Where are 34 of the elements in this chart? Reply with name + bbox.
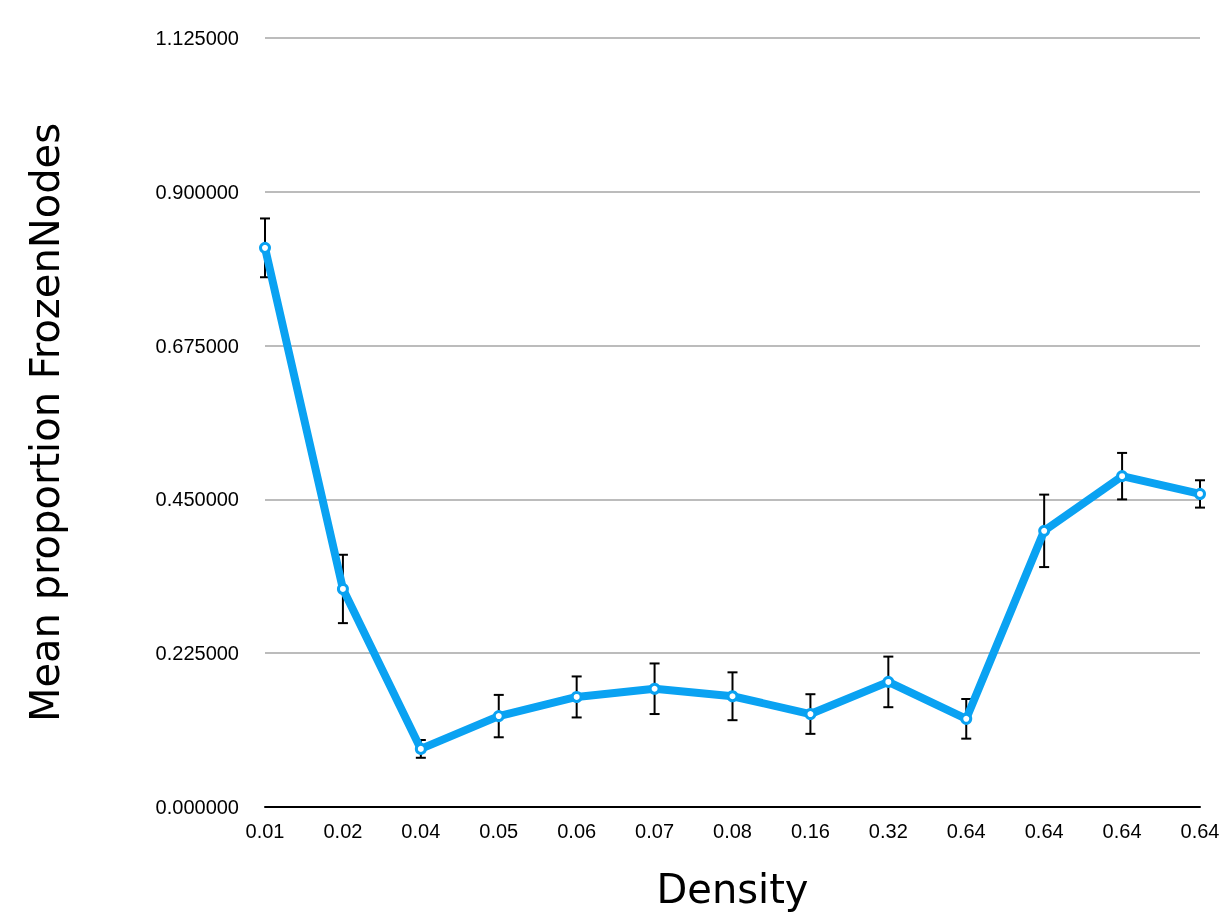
x-tick-label: 0.64 — [1102, 820, 1142, 842]
x-tick-label: 0.16 — [790, 820, 830, 842]
point — [960, 712, 973, 725]
y-tick-label: 0.000000 — [155, 796, 239, 818]
point — [1194, 487, 1206, 500]
y-tick-label: 1.125000 — [155, 27, 239, 49]
x-tick-label: 0.06 — [557, 820, 597, 842]
x-axis-title: Density — [656, 866, 809, 912]
point — [726, 690, 739, 703]
point — [804, 708, 817, 721]
x-tick-label: 0.04 — [401, 820, 441, 842]
x-tick-label: 0.05 — [479, 820, 519, 842]
x-tick-label: 0.64 — [1024, 820, 1064, 842]
y-tick-label: 0.675000 — [155, 334, 239, 357]
x-tick-label: 0.64 — [1180, 820, 1220, 842]
point — [1038, 524, 1051, 537]
y-tick-label: 0.900000 — [155, 180, 239, 203]
point — [259, 241, 271, 254]
point — [648, 682, 661, 695]
y-axis-title: Mean proportion FrozenNodes — [22, 122, 68, 723]
y-tick-label: 0.225000 — [155, 642, 239, 665]
x-tick-label: 0.08 — [713, 820, 752, 842]
point — [414, 742, 427, 755]
x-tick-label: 0.07 — [635, 820, 675, 842]
point — [882, 675, 895, 688]
point — [570, 690, 583, 703]
x-tick-label: 0.02 — [323, 820, 363, 842]
x-tick-label: 0.64 — [946, 820, 986, 842]
y-tick-label: 0.450000 — [155, 488, 239, 511]
point — [336, 582, 349, 595]
point — [492, 710, 505, 723]
x-tick-label: 0.32 — [868, 820, 908, 842]
x-tick-label: 0.01 — [245, 820, 285, 842]
point — [1116, 470, 1129, 483]
